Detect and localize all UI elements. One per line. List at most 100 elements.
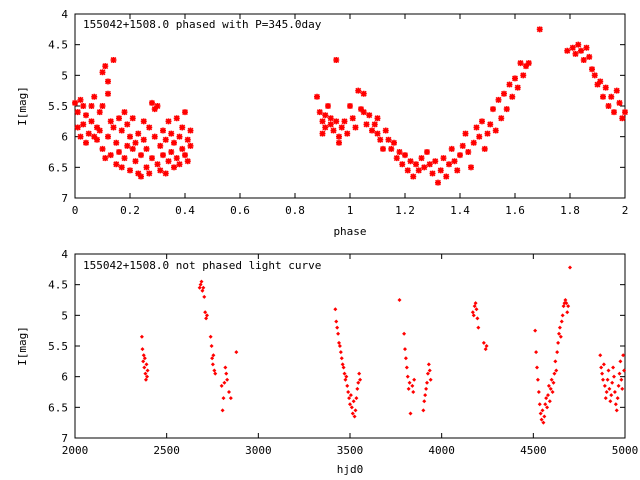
data-point [619, 377, 624, 382]
data-point [355, 87, 362, 94]
data-point [179, 124, 186, 131]
y-tick-label: 6 [61, 131, 68, 144]
data-point [509, 93, 516, 100]
phased-light-curve-panel: 155042+1508.0 phased with P=345.0day pha… [16, 8, 628, 238]
data-point [74, 109, 81, 116]
data-point [616, 99, 623, 106]
data-point [149, 155, 155, 162]
data-point [129, 115, 136, 122]
x-tick-label: 5000 [612, 444, 639, 457]
data-point [622, 109, 628, 116]
data-point [173, 155, 180, 162]
x-tick-label: 3500 [337, 444, 364, 457]
x-tick-label: 0 [72, 204, 79, 217]
data-point [597, 78, 604, 85]
data-point [583, 44, 590, 51]
data-point [415, 167, 422, 174]
data-point [360, 90, 367, 97]
data-point [473, 124, 480, 131]
data-point [413, 161, 419, 168]
data-point [139, 334, 144, 339]
data-point [355, 386, 360, 391]
data-point [388, 145, 395, 152]
data-point [454, 167, 461, 174]
data-point [204, 316, 209, 321]
data-point [225, 377, 230, 382]
data-point [80, 121, 87, 128]
data-point [561, 304, 566, 309]
data-point [604, 390, 609, 394]
x-tick-label: 2000 [62, 444, 89, 457]
data-point [201, 285, 206, 290]
data-point [492, 127, 499, 134]
data-point [602, 84, 609, 91]
data-point [184, 136, 191, 143]
data-point [179, 145, 186, 152]
data-point [589, 66, 595, 73]
data-point [503, 106, 510, 113]
data-point [145, 374, 150, 379]
data-point [535, 365, 539, 370]
data-point [536, 390, 541, 394]
data-point [580, 57, 587, 63]
data-point [534, 350, 539, 355]
data-point [459, 142, 466, 149]
data-point [142, 365, 147, 370]
data-point [157, 167, 164, 174]
data-point [144, 362, 149, 367]
data-point [602, 383, 607, 388]
data-point [146, 170, 153, 177]
x-tick-label: 0.8 [285, 204, 305, 217]
data-point [168, 149, 175, 155]
data-point [407, 380, 412, 385]
data-point [605, 377, 610, 382]
data-point [423, 393, 428, 398]
data-point [171, 164, 177, 171]
data-point [397, 298, 402, 302]
data-point [227, 390, 231, 394]
data-point [575, 41, 582, 48]
data-point [197, 285, 202, 290]
data-point [132, 158, 139, 165]
data-point [572, 50, 579, 57]
data-point [211, 353, 216, 358]
data-point [333, 118, 340, 125]
data-point [220, 408, 225, 413]
data-point [471, 313, 476, 318]
data-point [338, 124, 345, 131]
data-point [342, 371, 347, 376]
y-tick-label: 6.5 [48, 401, 68, 414]
data-point [435, 179, 441, 186]
data-point [221, 396, 226, 401]
data-point [591, 72, 598, 79]
data-point [99, 103, 106, 109]
data-point [154, 161, 161, 168]
data-point [344, 130, 351, 137]
data-point [96, 109, 103, 116]
data-point [487, 121, 494, 128]
data-point [523, 63, 529, 70]
data-point [182, 109, 188, 116]
data-point [127, 133, 133, 140]
data-point [352, 124, 359, 131]
data-point [105, 78, 111, 85]
data-point [343, 377, 348, 382]
data-point [160, 152, 166, 159]
data-point [481, 340, 486, 345]
x-tick-label: 2500 [153, 444, 180, 457]
data-point [94, 124, 100, 131]
data-point [316, 109, 323, 116]
data-point [555, 350, 560, 355]
data-point [490, 106, 496, 113]
data-point [377, 136, 384, 143]
data-point [403, 347, 407, 352]
data-point [406, 386, 411, 391]
y-tick-label: 5 [61, 69, 68, 82]
data-point [77, 96, 84, 103]
data-point [351, 399, 356, 404]
data-point [96, 127, 103, 134]
data-point [457, 152, 463, 159]
data-point [135, 170, 142, 177]
data-point [140, 347, 145, 352]
data-point [615, 396, 620, 401]
